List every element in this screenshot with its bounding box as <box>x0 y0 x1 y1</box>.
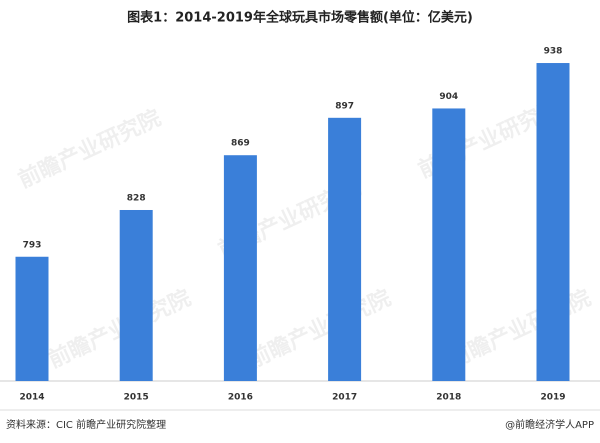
x-tick-label: 2014 <box>19 393 44 403</box>
x-tick-label: 2018 <box>436 393 461 403</box>
x-tick-label: 2015 <box>124 393 149 403</box>
x-tick-label: 2016 <box>228 393 253 403</box>
bar <box>536 63 570 381</box>
value-label: 904 <box>439 92 458 102</box>
watermark: 前瞻产业研究院 <box>14 105 165 194</box>
bar <box>223 155 257 381</box>
watermark: 前瞻产业研究院 <box>44 285 195 374</box>
watermark: 前瞻产业研究院 <box>244 285 395 374</box>
x-tick-label: 2017 <box>332 393 357 403</box>
watermark: 前瞻产业研究院 <box>444 285 595 374</box>
value-label: 869 <box>231 139 250 149</box>
bar <box>328 117 362 382</box>
value-label: 828 <box>127 193 146 203</box>
value-label: 897 <box>335 101 354 111</box>
value-label: 938 <box>544 47 563 57</box>
chart-title: 图表1：2014-2019年全球玩具市场零售额(单位：亿美元) <box>127 10 473 26</box>
x-tick-label: 2019 <box>540 393 565 403</box>
value-label: 793 <box>23 240 42 250</box>
bar <box>119 209 153 381</box>
bar <box>432 108 466 382</box>
credit: @前瞻经济学人APP <box>505 418 594 431</box>
bar <box>15 256 49 381</box>
source: 资料来源：CIC 前瞻产业研究院整理 <box>6 418 166 431</box>
